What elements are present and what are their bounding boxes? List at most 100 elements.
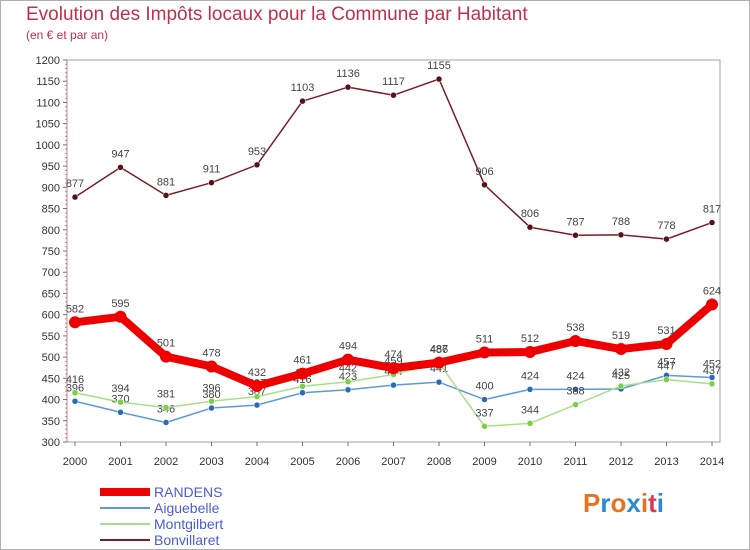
legend-item-montgilbert: Montgilbert: [100, 516, 360, 532]
data-label-bonvillaret: 881: [157, 176, 175, 188]
data-point-aiguebelle: [435, 378, 443, 386]
data-point-aiguebelle: [481, 396, 488, 403]
logo-letter: r: [600, 488, 611, 518]
y-tick-label: 600: [42, 310, 60, 322]
data-point-bonvillaret: [71, 193, 79, 201]
data-label-montgilbert: 396: [202, 382, 220, 394]
data-point-montgilbert: [71, 389, 79, 397]
data-point-randens: [524, 346, 536, 359]
data-point-bonvillaret: [390, 91, 397, 99]
data-label-montgilbert: 442: [339, 363, 357, 375]
data-label-bonvillaret: 877: [66, 178, 84, 190]
data-point-montgilbert: [299, 383, 306, 390]
data-point-bonvillaret: [617, 231, 625, 239]
legend-swatch-aiguebelle: [100, 507, 150, 509]
legend-label-aiguebelle: Aiguebelle: [154, 500, 220, 516]
data-point-montgilbert: [663, 376, 670, 383]
data-point-aiguebelle: [344, 386, 352, 394]
data-label-montgilbert: 432: [612, 367, 630, 379]
data-label-aiguebelle: 396: [66, 382, 84, 394]
data-point-randens: [251, 379, 263, 392]
data-point-randens: [706, 298, 718, 311]
logo-letter: i: [640, 488, 649, 518]
chart-subtitle: (en € et par an): [26, 28, 109, 42]
data-label-randens: 494: [339, 341, 357, 353]
data-point-aiguebelle: [117, 409, 124, 416]
y-tick-label: 850: [42, 204, 60, 216]
chart-title: Evolution des Impôts locaux pour la Comm…: [26, 4, 528, 25]
data-label-randens: 511: [476, 333, 494, 345]
data-label-bonvillaret: 947: [111, 148, 129, 160]
legend-swatch-bonvillaret: [100, 539, 150, 541]
legend-swatch-montgilbert: [100, 523, 150, 525]
data-label-montgilbert: 381: [157, 389, 175, 401]
data-point-montgilbert: [162, 404, 170, 411]
data-label-bonvillaret: 817: [703, 204, 721, 216]
x-tick-label: 2010: [518, 456, 542, 468]
legend-item-randens: RANDENS: [100, 484, 360, 500]
x-tick-label: 2006: [336, 456, 360, 468]
x-tick-label: 2003: [199, 456, 223, 468]
data-label-montgilbert: 486: [430, 344, 448, 356]
legend-swatch-randens: [100, 488, 150, 496]
data-label-randens: 624: [703, 285, 721, 297]
data-label-aiguebelle: 452: [703, 358, 721, 370]
y-tick-label: 750: [42, 246, 60, 258]
data-label-randens: 531: [657, 325, 675, 337]
data-point-montgilbert: [526, 420, 534, 427]
data-label-aiguebelle: 380: [202, 389, 220, 401]
y-tick-label: 800: [42, 225, 60, 237]
logo-letter: i: [656, 488, 664, 518]
data-point-montgilbert: [117, 398, 124, 406]
data-label-montgilbert: 447: [657, 361, 675, 373]
data-label-aiguebelle: 400: [475, 381, 493, 393]
data-point-randens: [114, 310, 127, 323]
data-point-randens: [296, 367, 309, 380]
data-label-montgilbert: 437: [703, 365, 721, 377]
data-point-montgilbert: [617, 382, 625, 390]
data-point-montgilbert: [253, 393, 261, 400]
data-label-randens: 487: [430, 344, 448, 356]
y-tick-label: 350: [42, 416, 60, 428]
data-label-aiguebelle: 457: [657, 356, 675, 368]
data-point-aiguebelle: [299, 389, 306, 397]
data-point-randens: [433, 356, 445, 369]
data-label-randens: 432: [248, 367, 266, 379]
data-point-bonvillaret: [344, 83, 352, 91]
data-point-aiguebelle: [208, 404, 215, 412]
y-tick-label: 550: [42, 331, 60, 343]
data-point-bonvillaret: [253, 161, 261, 169]
y-tick-label: 650: [42, 288, 60, 300]
data-point-bonvillaret: [708, 219, 716, 226]
logo-letter: o: [610, 488, 627, 518]
y-tick-label: 1050: [36, 119, 60, 131]
logo-letter: P: [583, 488, 601, 518]
x-tick-label: 2008: [427, 456, 451, 468]
data-point-montgilbert: [208, 398, 215, 405]
data-label-aiguebelle: 424: [521, 370, 539, 382]
data-label-bonvillaret: 911: [203, 164, 221, 176]
data-label-randens: 501: [157, 338, 175, 350]
data-label-randens: 538: [566, 322, 584, 334]
x-tick-label: 2013: [654, 456, 678, 468]
data-label-montgilbert: 394: [111, 383, 129, 395]
data-point-montgilbert: [481, 423, 488, 430]
logo-letter: x: [626, 488, 641, 518]
data-label-bonvillaret: 953: [248, 146, 266, 158]
y-tick-label: 450: [42, 373, 60, 385]
data-point-randens: [205, 360, 218, 373]
data-label-randens: 474: [384, 349, 402, 361]
x-tick-label: 2007: [381, 456, 405, 468]
data-label-bonvillaret: 788: [612, 216, 630, 228]
y-tick-label: 1150: [36, 76, 60, 88]
data-point-bonvillaret: [481, 181, 488, 189]
data-label-randens: 461: [293, 355, 311, 367]
data-point-aiguebelle: [708, 374, 716, 381]
data-label-montgilbert: 337: [475, 407, 493, 419]
legend: RANDENS Aiguebelle Montgilbert Bonvillar…: [100, 484, 360, 548]
x-tick-label: 2009: [472, 456, 496, 468]
y-tick-label: 500: [42, 352, 60, 364]
data-point-randens: [660, 337, 673, 350]
y-tick-label: 400: [42, 395, 60, 407]
